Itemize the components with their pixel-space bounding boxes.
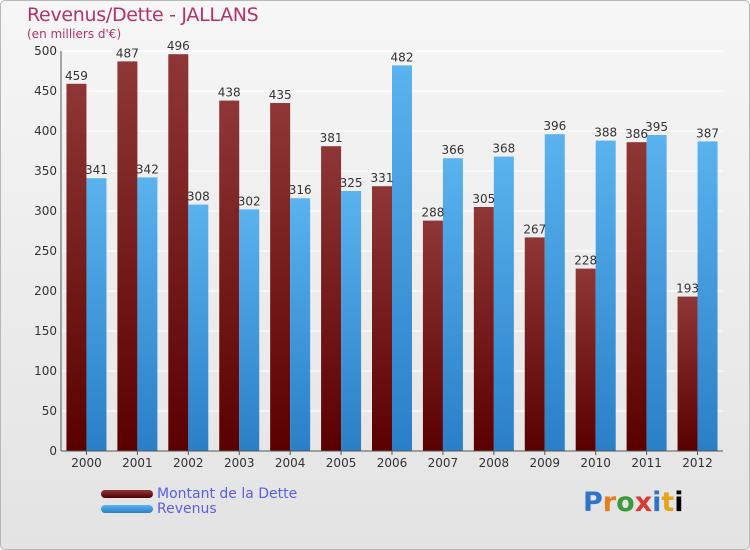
debt-bar xyxy=(117,61,138,452)
x-tick-label: 2008 xyxy=(479,456,510,470)
revenue-bar xyxy=(137,177,158,451)
data-label: 228 xyxy=(574,254,597,268)
revenue-bar xyxy=(239,209,260,451)
data-label: 331 xyxy=(371,171,394,185)
data-label: 482 xyxy=(391,50,414,64)
data-label: 368 xyxy=(492,142,515,156)
proxiti-logo: Proxiti xyxy=(583,487,684,518)
x-tick-label: 2004 xyxy=(275,456,306,470)
data-label: 325 xyxy=(340,176,363,190)
data-label: 302 xyxy=(238,194,261,208)
debt-bar xyxy=(473,207,494,451)
y-tick-label: 150 xyxy=(34,324,57,338)
x-tick-label: 2003 xyxy=(224,456,255,470)
x-tick-label: 2011 xyxy=(631,456,662,470)
y-tick-label: 50 xyxy=(42,404,57,418)
debt-bar xyxy=(524,237,545,451)
debt-bar xyxy=(677,296,698,451)
x-tick-label: 2012 xyxy=(682,456,713,470)
legend-label-revenue: Revenus xyxy=(157,501,217,517)
data-label: 308 xyxy=(187,190,210,204)
data-label: 387 xyxy=(696,126,719,140)
y-tick-label: 100 xyxy=(34,364,57,378)
y-tick-label: 300 xyxy=(34,204,57,218)
data-label: 396 xyxy=(543,119,566,133)
x-tick-label: 2002 xyxy=(173,456,204,470)
revenue-bar xyxy=(646,135,667,451)
revenue-bar xyxy=(493,156,514,451)
x-tick-label: 2001 xyxy=(122,456,153,470)
revenue-bar xyxy=(544,134,565,451)
debt-bar xyxy=(270,103,291,451)
debt-bar xyxy=(66,83,87,452)
y-tick-label: 250 xyxy=(34,244,57,258)
debt-bar xyxy=(422,220,443,451)
data-label: 366 xyxy=(441,143,464,157)
y-tick-label: 500 xyxy=(34,44,57,58)
data-label: 386 xyxy=(625,127,648,141)
revenue-bar xyxy=(341,191,362,451)
y-tick-label: 0 xyxy=(49,444,57,458)
data-label: 381 xyxy=(320,131,343,145)
debt-bar xyxy=(575,268,596,451)
chart-subtitle: (en milliers d'€) xyxy=(27,27,122,41)
revenue-bar xyxy=(86,178,107,451)
data-label: 288 xyxy=(421,206,444,220)
debt-bar xyxy=(219,100,240,451)
data-label: 267 xyxy=(523,222,546,236)
data-label: 487 xyxy=(116,46,139,60)
revenue-bar xyxy=(290,198,311,451)
debt-bar xyxy=(321,146,342,451)
y-tick-label: 200 xyxy=(34,284,57,298)
legend-swatch-revenue xyxy=(101,505,153,513)
chart-title: Revenus/Dette - JALLANS xyxy=(27,4,259,26)
data-label: 193 xyxy=(676,282,699,296)
debt-bar xyxy=(626,142,647,451)
revenue-bar xyxy=(392,65,412,452)
data-label: 435 xyxy=(269,88,292,102)
data-label: 459 xyxy=(65,69,88,83)
y-tick-label: 400 xyxy=(34,124,57,138)
data-label: 341 xyxy=(85,163,108,177)
data-label: 496 xyxy=(167,39,190,53)
legend-swatch-debt xyxy=(101,490,153,498)
data-label: 388 xyxy=(594,126,617,140)
debt-bar xyxy=(372,186,392,451)
data-label: 342 xyxy=(136,162,159,176)
revenue-bar xyxy=(697,141,718,451)
data-label: 438 xyxy=(218,86,241,100)
x-tick-label: 2006 xyxy=(377,456,408,470)
debt-bar xyxy=(168,54,189,451)
y-tick-label: 350 xyxy=(34,164,57,178)
x-tick-label: 2000 xyxy=(71,456,102,470)
x-tick-label: 2009 xyxy=(529,456,560,470)
data-label: 316 xyxy=(289,183,312,197)
legend-label-debt: Montant de la Dette xyxy=(157,486,298,502)
y-tick-label: 450 xyxy=(34,84,57,98)
revenue-bar xyxy=(442,158,463,451)
revenue-bar xyxy=(188,204,209,451)
revenue-bar xyxy=(595,140,616,451)
x-tick-label: 2007 xyxy=(428,456,459,470)
x-tick-label: 2010 xyxy=(580,456,611,470)
data-label: 305 xyxy=(472,192,495,206)
data-label: 395 xyxy=(645,120,668,134)
x-tick-label: 2005 xyxy=(326,456,357,470)
